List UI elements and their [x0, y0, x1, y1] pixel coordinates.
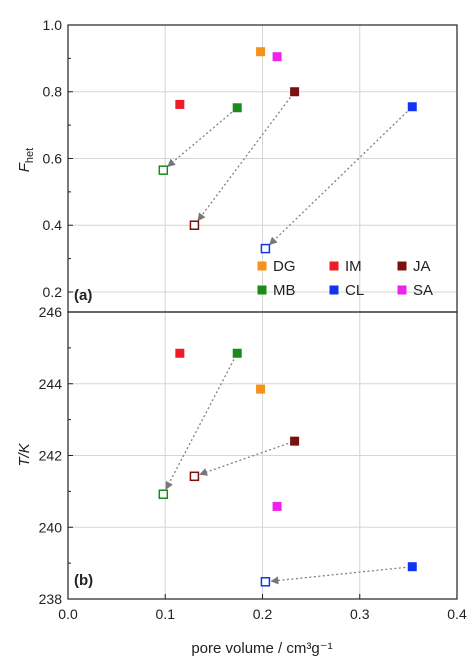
panel-a-ytick-label: 0.2	[43, 284, 63, 300]
panel-a-arrows	[167, 96, 408, 246]
panel-a-y-axis-title-sub: het	[24, 148, 36, 163]
panel-b-arrow-1	[199, 442, 289, 476]
legend-marker-sa	[397, 285, 407, 295]
x-axis-title: pore volume / cm³g⁻¹	[191, 640, 332, 657]
panel-b-ytick-label: 240	[39, 519, 63, 535]
legend-label-sa: SA	[413, 282, 433, 299]
panel-a-point-mb-open	[158, 165, 169, 175]
panel-a-ytick-label: 0.4	[43, 217, 63, 233]
panel-b-grid	[68, 312, 457, 599]
panel-a-label: (a)	[74, 287, 92, 304]
legend-marker-cl	[329, 285, 339, 295]
panel-a-ytick-label: 1.0	[43, 17, 63, 33]
panel-b-label: (b)	[74, 572, 93, 589]
panel-a-ytick-label: 0.6	[43, 150, 63, 166]
legend-marker-dg	[257, 261, 267, 271]
panel-a-point-im	[175, 99, 185, 109]
panel-b-point-ja	[290, 436, 300, 446]
legend-marker-ja	[397, 261, 407, 271]
panel-b-point-sa	[272, 501, 282, 511]
panel-a-legend: DG IM JA MB CL SA	[257, 258, 433, 299]
panel-b-point-mb-open	[158, 489, 169, 499]
panel-a-points	[158, 47, 417, 254]
panel-b-point-cl-open	[260, 577, 271, 587]
legend-label-mb: MB	[273, 282, 296, 299]
panel-a-point-cl	[407, 102, 417, 112]
legend-marker-mb	[257, 285, 267, 295]
panel-b-points	[158, 348, 417, 587]
panel-b-arrow-2	[270, 566, 406, 585]
panel-a-point-ja	[290, 87, 300, 97]
panel-a-y-axis-title-main: F	[16, 162, 33, 172]
legend-label-ja: JA	[413, 258, 431, 275]
legend-marker-im	[329, 261, 339, 271]
panel-a: 0.2 0.4 0.6 0.8 1.0 (a) Fhet DG IM JA MB CL SA	[16, 17, 458, 313]
panel-b-point-dg	[256, 384, 266, 394]
panel-b-xtick-label: 0.1	[156, 606, 176, 622]
panel-b-arrow-0	[165, 359, 235, 490]
panel-b-xtick-label: 0.2	[253, 606, 273, 622]
panel-a-arrow-2	[269, 111, 408, 246]
legend-label-dg: DG	[273, 258, 296, 275]
panel-b-point-im	[175, 348, 185, 358]
panel-b-ytick-label: 246	[39, 304, 63, 320]
panel-b-arrows	[165, 359, 406, 585]
panel-a-arrow-0	[167, 111, 233, 167]
panel-b-ytick-label: 238	[39, 591, 63, 607]
panel-a-y-axis-title: Fhet	[16, 148, 36, 172]
panel-a-point-mb	[232, 103, 242, 113]
panel-b-ytick-label: 244	[39, 376, 63, 392]
panel-b-ytick-label: 242	[39, 448, 63, 464]
panel-a-point-ja-open	[189, 220, 200, 230]
panel-b-xtick-label: 0.4	[447, 606, 467, 622]
panel-a-arrow-1	[197, 96, 291, 222]
panel-a-grid	[68, 25, 457, 312]
panel-a-point-dg	[256, 47, 266, 57]
panel-b-y-axis-title: T/K	[16, 442, 33, 466]
panel-b-point-ja-open	[189, 471, 200, 482]
panel-a-point-cl-open	[260, 243, 271, 254]
panel-b-frame	[67, 311, 458, 600]
panel-a-point-sa	[272, 52, 282, 62]
panel-b: 238 240 242 244 246 0.0 0.1 0.2 0.3 0.4 (b) T/K p…	[16, 304, 467, 657]
panel-a-ytick-label: 0.8	[43, 84, 63, 100]
panel-b-point-cl	[407, 562, 417, 572]
panel-b-ticks: 238 240 242 244 246 0.0 0.1 0.2 0.3 0.4	[39, 304, 467, 622]
panel-b-xtick-label: 0.0	[58, 606, 78, 622]
panel-b-xtick-label: 0.3	[350, 606, 370, 622]
legend-label-cl: CL	[345, 282, 364, 299]
panel-b-point-mb	[232, 348, 242, 358]
legend-label-im: IM	[345, 258, 362, 275]
